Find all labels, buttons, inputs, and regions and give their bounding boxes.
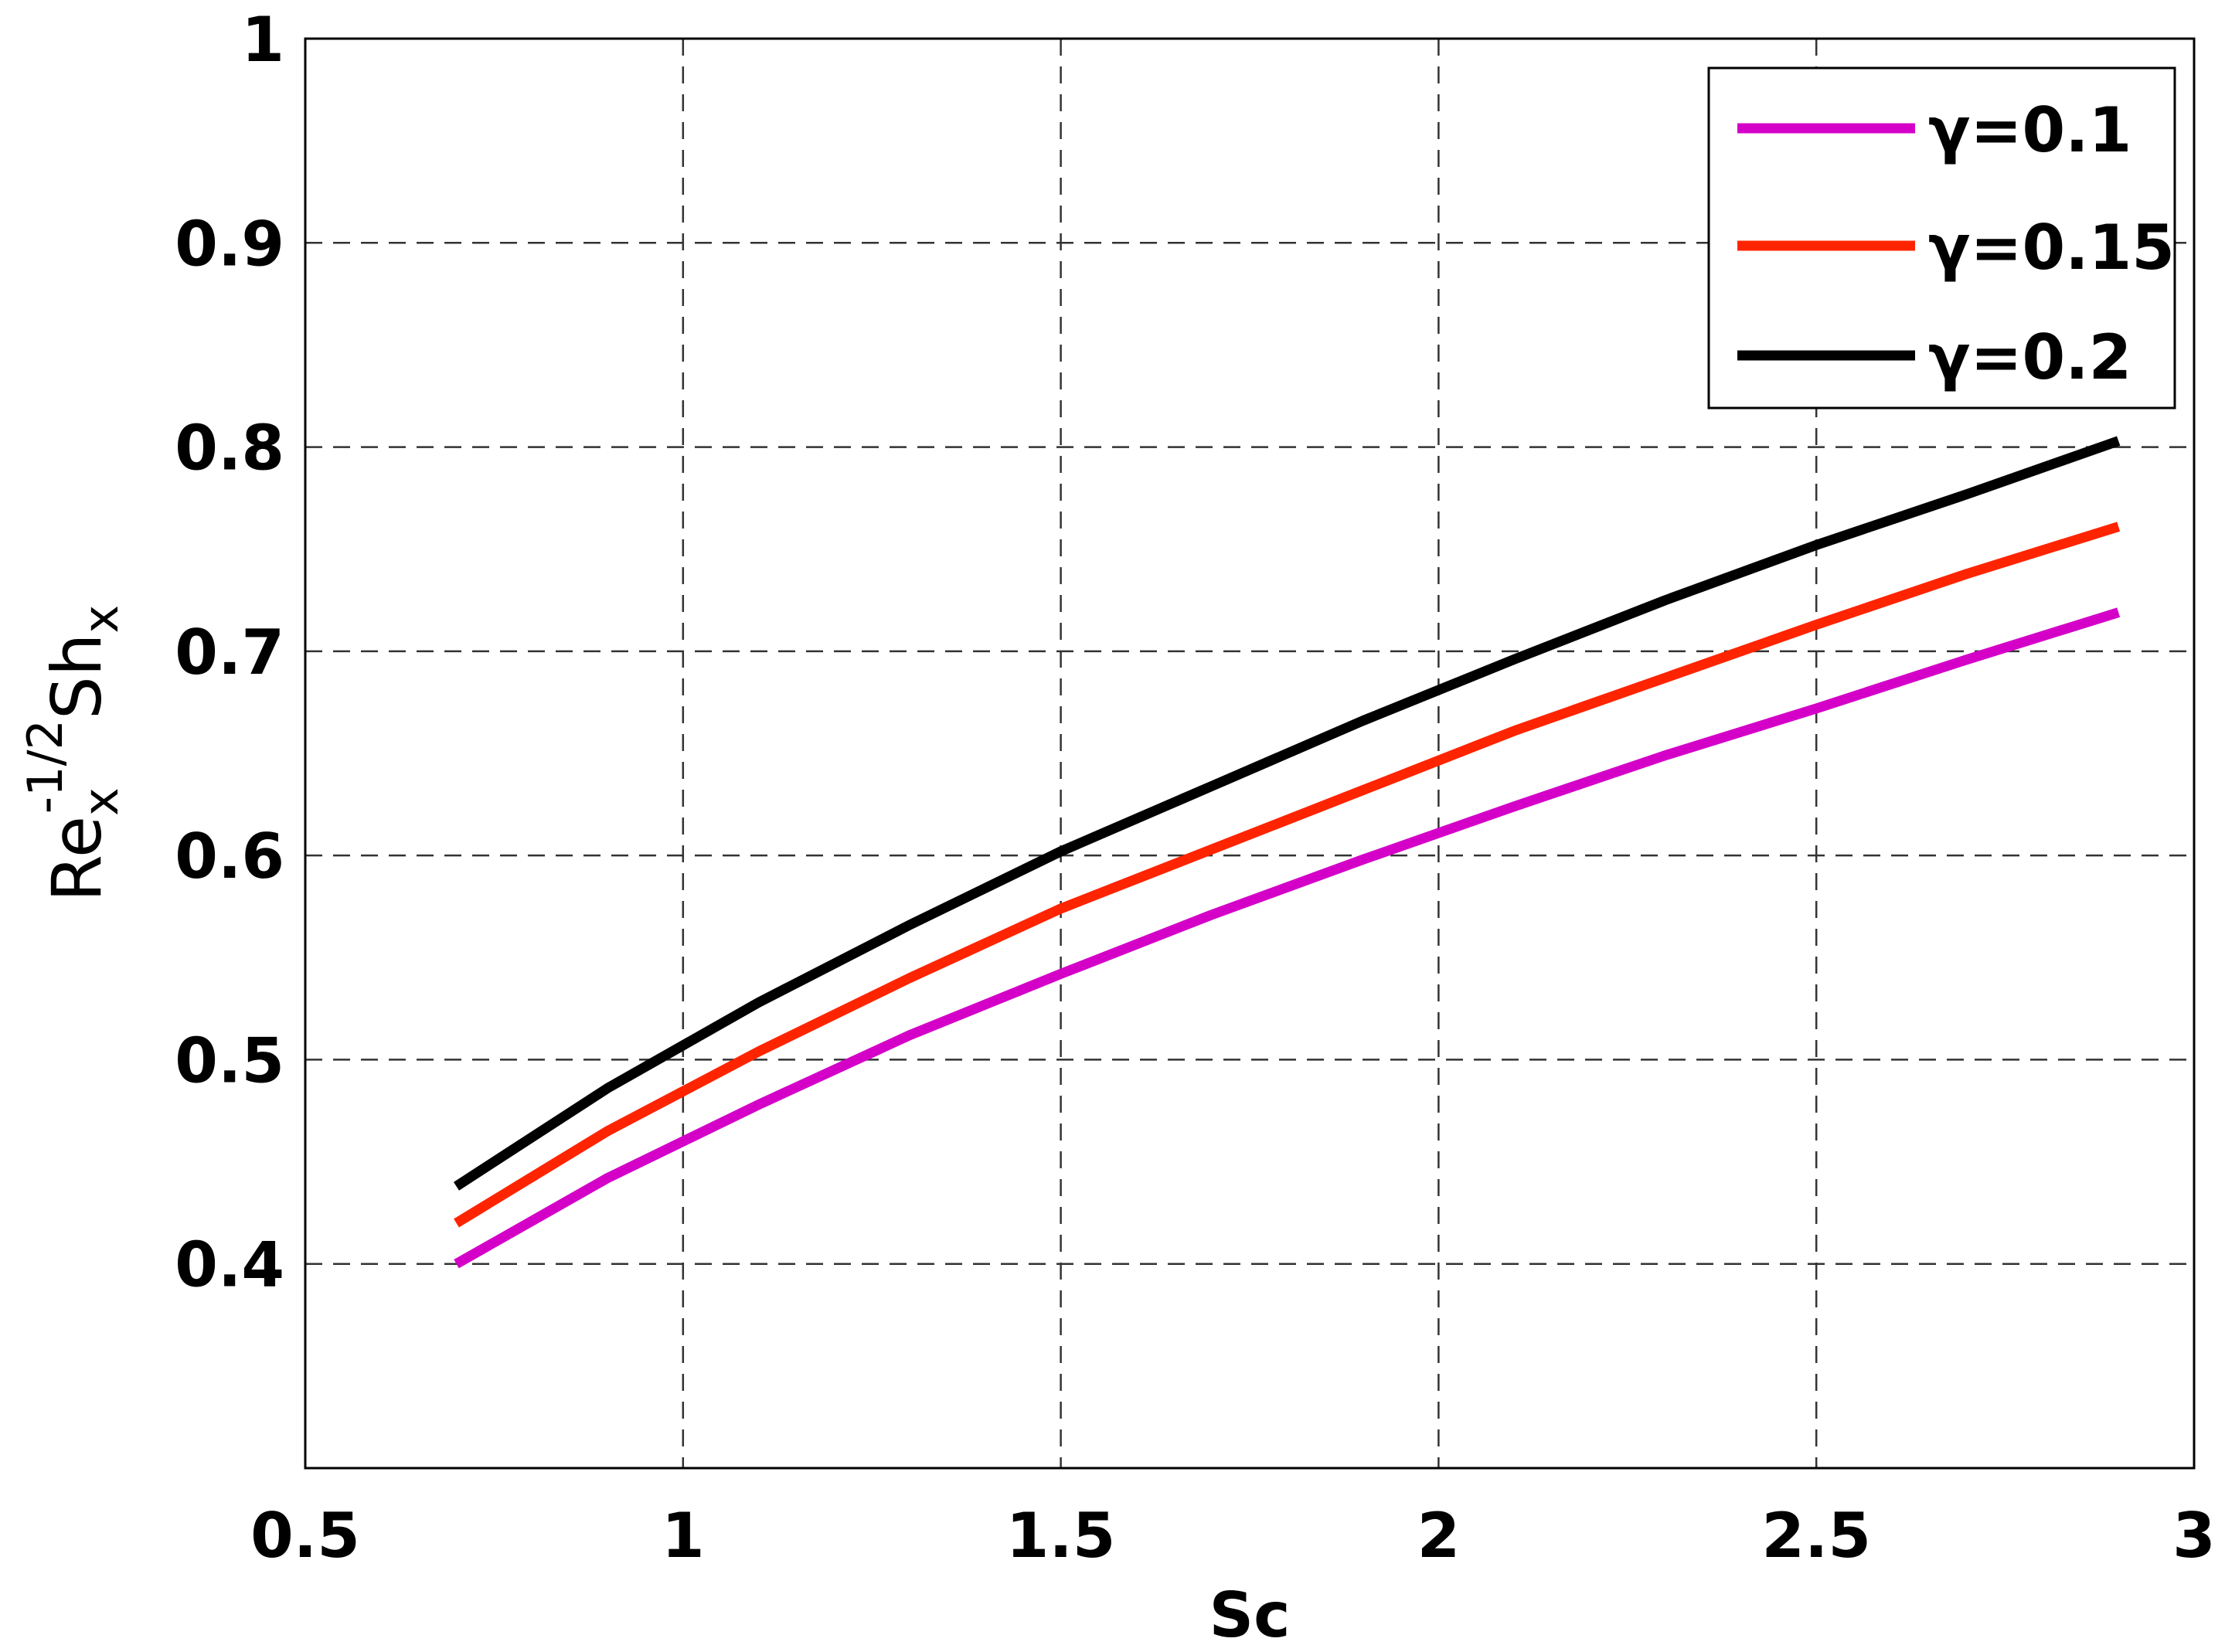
legend-label-2: γ=0.15 — [1928, 212, 2175, 284]
y-tick-label: 0.6 — [175, 821, 284, 892]
series-group — [453, 436, 2121, 1269]
y-tick-label: 0.7 — [175, 617, 284, 688]
x-axis-title: Sc — [1209, 1579, 1290, 1651]
legend-label-3: γ=0.2 — [1928, 321, 2131, 393]
series-line-2 — [454, 522, 2121, 1228]
x-tick-label: 2 — [1417, 1500, 1461, 1572]
y-axis-title-sup1: -1/2 — [17, 719, 73, 814]
x-tick-labels: 0.5 1 1.5 2 2.5 3 — [250, 1500, 2216, 1572]
legend: γ=0.1 γ=0.15 γ=0.2 — [1707, 66, 2176, 410]
y-tick-label: 0.4 — [175, 1229, 284, 1301]
y-axis-title-sub2: x — [73, 605, 129, 634]
y-tick-label: 1 — [241, 4, 284, 76]
y-axis-title-base1: Re — [37, 816, 117, 902]
legend-label-1: γ=0.1 — [1928, 94, 2131, 166]
y-tick-label: 0.8 — [175, 413, 284, 484]
y-axis-title-sub1: x — [73, 787, 129, 816]
y-tick-label: 0.5 — [175, 1025, 284, 1096]
series-line-1 — [454, 607, 2121, 1269]
series-line-3 — [453, 436, 2121, 1191]
x-tick-label: 0.5 — [250, 1500, 360, 1572]
y-tick-labels: 0.4 0.5 0.6 0.7 0.8 0.9 1 — [175, 4, 284, 1301]
x-tick-label: 1.5 — [1006, 1500, 1116, 1572]
y-axis-title: Rex-1/2Shx — [17, 605, 129, 902]
x-tick-label: 3 — [2172, 1500, 2216, 1572]
y-tick-label: 0.9 — [175, 208, 284, 280]
x-tick-label: 2.5 — [1761, 1500, 1871, 1572]
y-axis-title-base2: Sh — [37, 633, 117, 719]
x-tick-label: 1 — [662, 1500, 705, 1572]
plot-frame — [304, 37, 2196, 1470]
